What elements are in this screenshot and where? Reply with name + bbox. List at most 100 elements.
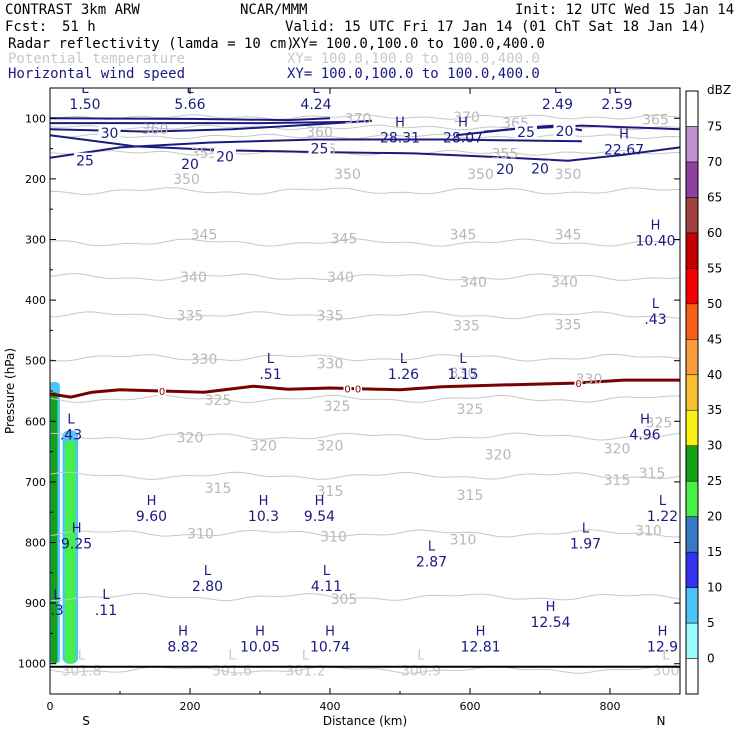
theta-label: 350 bbox=[173, 172, 200, 188]
wind-label-bg bbox=[214, 148, 236, 164]
extremum-value: 300 bbox=[653, 664, 680, 680]
extremum-value: 5.66 bbox=[174, 97, 205, 113]
wind-contour-35-3 bbox=[50, 120, 352, 125]
theta-label: 310 bbox=[635, 523, 662, 539]
freezing-level-label: 0 bbox=[159, 387, 165, 398]
freezing-label-bg-3 bbox=[574, 377, 583, 388]
theta-label: 320 bbox=[485, 448, 512, 464]
colorbar-swatch-5 bbox=[685, 480, 699, 517]
extremum-value: 4.11 bbox=[311, 579, 342, 595]
wind-label-bg bbox=[98, 124, 121, 140]
theta-contour-335 bbox=[50, 311, 680, 320]
extremum-low-marker: L bbox=[67, 412, 75, 427]
theta-contour-325 bbox=[50, 394, 680, 404]
colorbar-unit: dBZ bbox=[707, 83, 731, 97]
wind-label-bg bbox=[308, 140, 331, 156]
field-reflectivity-xy: XY= 100.0,100.0 to 100.0,400.0 bbox=[292, 36, 545, 52]
extremum-high-marker: H bbox=[651, 218, 661, 233]
freezing-label-bg-0 bbox=[158, 386, 166, 396]
extremum-value: .43 bbox=[644, 312, 666, 328]
theta-label: 320 bbox=[317, 439, 344, 455]
extremum-high-marker: H bbox=[658, 624, 668, 639]
x-tick-label: 600 bbox=[460, 700, 481, 713]
extremum-low-marker: L bbox=[267, 352, 275, 367]
y-tick-label: 200 bbox=[25, 173, 46, 186]
reflectivity-cell-0 bbox=[51, 391, 58, 664]
colorbar-level-label: 20 bbox=[707, 510, 722, 524]
valid-time: Valid: 15 UTC Fri 17 Jan 14 (01 ChT Sat … bbox=[285, 19, 707, 35]
extremum-high-marker: H bbox=[325, 624, 335, 639]
extremum-value: 28.31 bbox=[380, 130, 420, 146]
colorbar-swatch-2 bbox=[685, 587, 699, 624]
extremum-value: 1.15 bbox=[447, 367, 478, 383]
y-tick-label: 800 bbox=[25, 537, 46, 550]
wind-contour-25-1 bbox=[50, 138, 583, 159]
extremum-value: 8.82 bbox=[167, 639, 198, 655]
extremum-low-marker: L bbox=[459, 352, 467, 367]
colorbar-level-label: 50 bbox=[707, 297, 722, 311]
colorbar-level-label: 65 bbox=[707, 190, 722, 204]
extremum-high-marker: H bbox=[259, 494, 269, 509]
plot-background bbox=[50, 88, 680, 694]
theta-label: 350 bbox=[467, 167, 494, 183]
y-tick-label: 700 bbox=[25, 476, 46, 489]
theta-label: 320 bbox=[250, 439, 277, 455]
wind-label-bg bbox=[529, 160, 551, 176]
theta-label: 355 bbox=[492, 146, 519, 162]
theta-label: 310 bbox=[450, 532, 477, 548]
colorbar-swatch-11 bbox=[685, 268, 699, 305]
colorbar-level-label: 40 bbox=[707, 368, 722, 382]
extremum-value: 12.54 bbox=[530, 615, 570, 631]
extremum-value: 1.97 bbox=[570, 536, 601, 552]
theta-label: 355 bbox=[310, 142, 337, 158]
wind-speed-label: 30 bbox=[101, 126, 119, 142]
theta-label: 320 bbox=[604, 442, 631, 458]
extremum-low-marker: L bbox=[659, 494, 667, 509]
extremum-value: 9.54 bbox=[304, 509, 335, 525]
x-tick-label: 0 bbox=[47, 700, 54, 713]
wind-label-bg bbox=[74, 152, 96, 168]
extremum-high-marker: H bbox=[476, 624, 486, 639]
extremum-value: .43 bbox=[60, 427, 82, 443]
theta-label: 360 bbox=[142, 122, 169, 138]
extremum-high-marker: H bbox=[395, 115, 405, 130]
colorbar-level-label: 55 bbox=[707, 261, 722, 275]
theta-label: 315 bbox=[457, 488, 484, 504]
y-axis-label: Pressure (hPa) bbox=[3, 348, 17, 434]
x-axis-label: Distance (km) bbox=[323, 714, 407, 728]
extremum-value: 301.2 bbox=[285, 664, 325, 680]
extremum-value: 1.26 bbox=[388, 367, 419, 383]
wind-contour-40-4 bbox=[50, 117, 331, 122]
theta-label: 335 bbox=[453, 319, 480, 335]
theta-contour-310 bbox=[50, 529, 680, 538]
colorbar-swatch-14 bbox=[685, 161, 699, 198]
colorbar-swatch-12 bbox=[685, 232, 699, 269]
wind-contour-20-0 bbox=[50, 134, 680, 162]
theta-label: 310 bbox=[187, 526, 214, 542]
theta-label: 350 bbox=[555, 167, 582, 183]
theta-label: 310 bbox=[320, 529, 347, 545]
extremum-low-marker: L bbox=[186, 82, 194, 97]
north-end-label: N bbox=[657, 714, 666, 728]
extremum-value: 4.96 bbox=[629, 427, 660, 443]
model-title: CONTRAST 3km ARW bbox=[5, 2, 140, 18]
theta-label: 330 bbox=[317, 357, 344, 373]
plot-frame bbox=[49, 87, 681, 695]
theta-label: 365 bbox=[642, 113, 669, 129]
extremum-low-marker: L bbox=[428, 540, 436, 555]
field-theta-name: Potential temperature bbox=[8, 51, 186, 67]
extremum-low-marker: L bbox=[81, 82, 89, 97]
x-tick-label: 800 bbox=[600, 700, 621, 713]
x-tick-label: 400 bbox=[320, 700, 341, 713]
colorbar-swatch-8 bbox=[685, 374, 699, 411]
wind-speed-label: 20 bbox=[556, 124, 574, 140]
colorbar-level-label: 25 bbox=[707, 474, 722, 488]
extremum-value: 300.9 bbox=[401, 664, 441, 680]
theta-label: 320 bbox=[177, 431, 204, 447]
theta-contour-360 bbox=[50, 133, 680, 140]
colorbar-swatch-16 bbox=[685, 90, 699, 127]
freezing-level-label: 0 bbox=[344, 384, 350, 395]
theta-label: 370 bbox=[453, 110, 480, 126]
extremum-value: 10.74 bbox=[310, 639, 350, 655]
